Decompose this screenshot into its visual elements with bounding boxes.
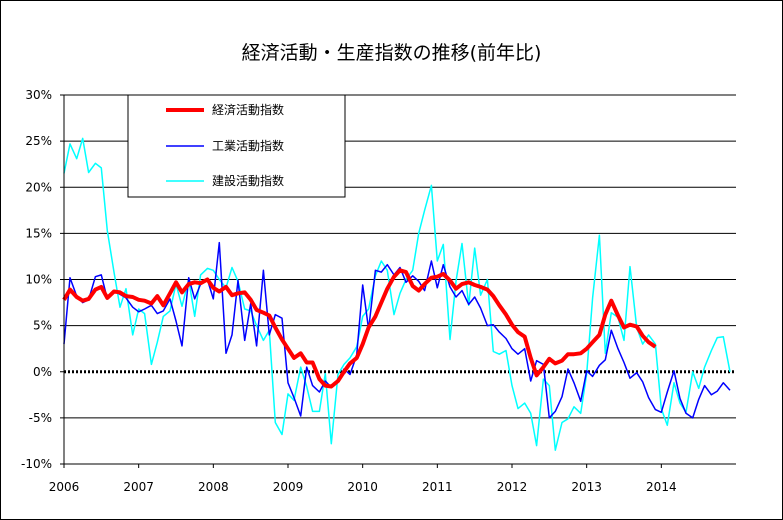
legend-label: 工業活動指数 bbox=[212, 138, 284, 153]
y-tick-label: 0% bbox=[33, 365, 52, 379]
series-line-1 bbox=[62, 268, 657, 389]
legend-label: 建設活動指数 bbox=[212, 173, 284, 188]
x-tick-label: 2010 bbox=[347, 480, 378, 494]
y-tick-label: 25% bbox=[25, 134, 52, 148]
x-tick-label: 2012 bbox=[497, 480, 528, 494]
series-group bbox=[62, 137, 731, 451]
y-tick-label: 10% bbox=[25, 273, 52, 287]
x-tick-label: 2006 bbox=[49, 480, 80, 494]
y-tick-label: -5% bbox=[29, 411, 52, 425]
y-tick-labels: 30% 25% 20% 15% 10% 5% 0% -5% -10% bbox=[21, 88, 52, 471]
legend-label: 経済活動指数 bbox=[212, 102, 284, 117]
x-tick-label: 2011 bbox=[422, 480, 453, 494]
x-tick-label: 2009 bbox=[273, 480, 304, 494]
y-tick-label: 20% bbox=[25, 180, 52, 194]
axes bbox=[60, 94, 736, 468]
y-tick-label: 30% bbox=[25, 88, 52, 102]
y-tick-label: -10% bbox=[21, 457, 52, 471]
y-tick-label: 5% bbox=[33, 319, 52, 333]
chart-title: 経済活動・生産指数の推移(前年比) bbox=[241, 42, 542, 64]
y-tick-label: 15% bbox=[25, 226, 52, 240]
x-tick-label: 2007 bbox=[123, 480, 154, 494]
x-tick-labels: 2006 2007 2008 2009 2010 2011 2012 2013 2014 bbox=[49, 480, 677, 494]
x-tick-label: 2014 bbox=[646, 480, 677, 494]
x-tick-label: 2008 bbox=[198, 480, 229, 494]
legend-box bbox=[127, 94, 346, 198]
x-tick-label: 2013 bbox=[571, 480, 602, 494]
